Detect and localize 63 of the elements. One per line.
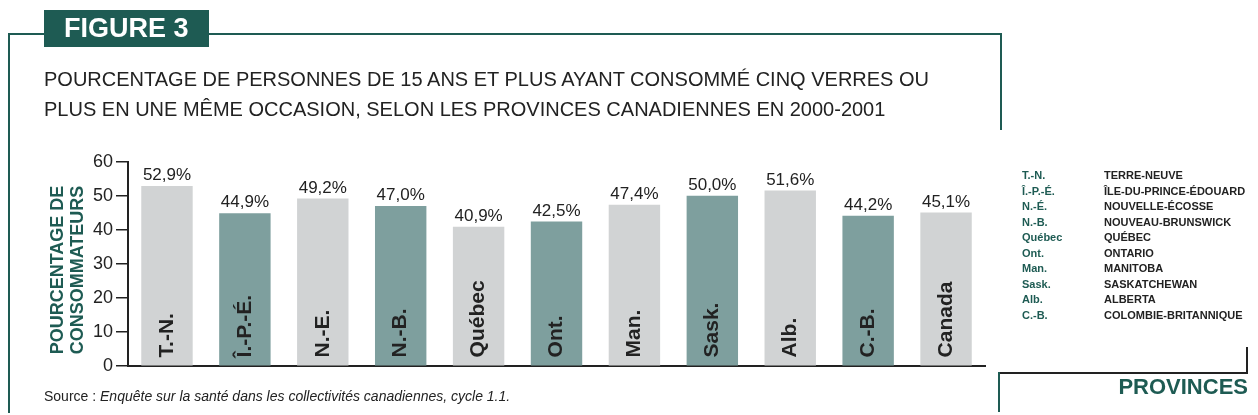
bar [374, 206, 427, 366]
text: MANITOBA [1104, 262, 1164, 274]
x-tick-label: N.-E. [309, 309, 333, 358]
bar [686, 195, 739, 366]
bar [764, 190, 816, 366]
x-tick-label: Man. [621, 309, 645, 358]
y-tick-label: 40 [92, 218, 114, 239]
data-label: 44,2% [844, 194, 893, 214]
text: Ont. [1022, 245, 1045, 261]
data-label: 52,9% [142, 165, 192, 185]
bar [219, 213, 271, 366]
bar [608, 204, 661, 366]
x-tick-label: Alb. [777, 317, 801, 358]
x-tick-label: T.-N. [153, 313, 177, 358]
y-tick-label: 0 [103, 355, 114, 376]
bar [297, 198, 349, 366]
text: Alb. [1022, 292, 1044, 307]
data-label: 47,4% [610, 183, 659, 203]
y-tick-label: 30 [92, 252, 114, 273]
y-tick-label: 50 [92, 184, 114, 205]
data-label: 40,9% [454, 206, 503, 226]
text: ÎLE-DU-PRINCE-ÉDOUARD [1104, 184, 1246, 197]
bar [530, 221, 583, 366]
data-label: 42,5% [532, 200, 581, 220]
text: NOUVEAU-BRUNSWICK [1104, 215, 1232, 228]
x-tick-label: Canada [932, 281, 956, 358]
data-label: 45,1% [921, 191, 971, 211]
chart-title: FIGURE 3 [44, 10, 209, 47]
text: ONTARIO [1104, 246, 1154, 259]
data-label: 50,0% [688, 175, 737, 195]
x-tick-label: Québec [465, 280, 489, 358]
text: ALBERTA [1104, 293, 1156, 305]
y-tick-label: 60 [92, 150, 114, 171]
y-axis-title: POURCENTAGE DE CONSOMMATEURS [47, 185, 87, 355]
bar [452, 226, 505, 366]
y-tick-label: 10 [92, 321, 114, 342]
text: COLOMBIE-BRITANNIQUE [1104, 308, 1243, 321]
text: PROVINCES [1118, 374, 1248, 400]
data-label: 49,2% [298, 177, 347, 197]
data-label: 47,0% [376, 185, 425, 205]
text: N.-É. [1022, 199, 1049, 214]
x-tick-label: Sask. [699, 302, 723, 358]
chart-subtitle: POURCENTAGE DE PERSONNES DE 15 ANS ET PLUS AYANT CONSOMMÉ CINQ VERRES OU PLUS EN UNE MÊME OCCASION, SELON LES PROVINCES CANADIENNES EN 2000-2001 [44, 64, 964, 124]
bar [141, 185, 193, 366]
x-tick-label: Ont. [543, 315, 567, 358]
x-tick-label: Î.-P.-É. [231, 294, 255, 359]
y-tick-label: 20 [92, 287, 114, 308]
text: Man. [1022, 261, 1049, 276]
text: TERRE-NEUVE [1104, 169, 1183, 181]
text: T.-N. [1022, 168, 1047, 183]
text: NOUVELLE-ÉCOSSE [1104, 200, 1214, 212]
source-note: Source : Enquête sur la santé dans les collectivités canadiennes, cycle 1.1. [44, 388, 511, 404]
text: SASKATCHEWAN [1104, 277, 1198, 290]
data-label: 44,9% [220, 192, 269, 212]
text: QUÉBEC [1104, 231, 1152, 243]
text: Î.-P.-É. [1022, 183, 1056, 199]
bar [920, 212, 972, 366]
data-label: 51,6% [766, 169, 815, 189]
bar [842, 215, 894, 366]
text: Québec [1022, 230, 1064, 245]
x-tick-label: C.-B. [854, 308, 878, 358]
text: N.-B. [1022, 214, 1049, 230]
x-tick-label: N.-B. [387, 308, 411, 358]
